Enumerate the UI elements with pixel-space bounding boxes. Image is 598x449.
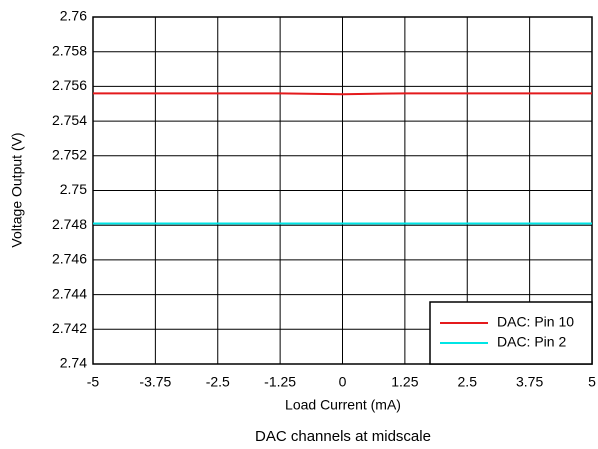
y-tick-label: 2.758: [52, 42, 87, 58]
y-tick-label: 2.744: [52, 285, 87, 301]
y-tick-label: 2.76: [60, 8, 87, 24]
legend-label: DAC: Pin 2: [497, 334, 566, 350]
legend-box: [429, 301, 593, 365]
y-tick-label: 2.74: [60, 355, 87, 371]
legend-label: DAC: Pin 10: [497, 314, 574, 330]
y-tick-label: 2.742: [52, 320, 87, 336]
y-tick-label: 2.746: [52, 251, 87, 267]
y-axis-label: Voltage Output (V): [9, 132, 25, 247]
x-tick-label: -1.25: [264, 374, 296, 390]
x-tick-label: 0: [339, 374, 347, 390]
x-tick-label: 5: [588, 374, 596, 390]
x-tick-label: -5: [87, 374, 100, 390]
y-tick-label: 2.75: [60, 181, 87, 197]
x-tick-label: -2.5: [206, 374, 230, 390]
plot-frame: [92, 16, 593, 365]
caption: DAC channels at midscale: [255, 428, 431, 445]
y-tick-label: 2.754: [52, 112, 87, 128]
x-tick-label: -3.75: [139, 374, 171, 390]
x-axis-label: Load Current (mA): [285, 397, 401, 413]
x-tick-label: 2.5: [458, 374, 478, 390]
series-line: [93, 92, 592, 96]
y-tick-label: 2.748: [52, 216, 87, 232]
x-tick-label: 1.25: [391, 374, 418, 390]
y-tick-label: 2.752: [52, 147, 87, 163]
y-tick-label: 2.756: [52, 77, 87, 93]
x-tick-label: 3.75: [516, 374, 543, 390]
